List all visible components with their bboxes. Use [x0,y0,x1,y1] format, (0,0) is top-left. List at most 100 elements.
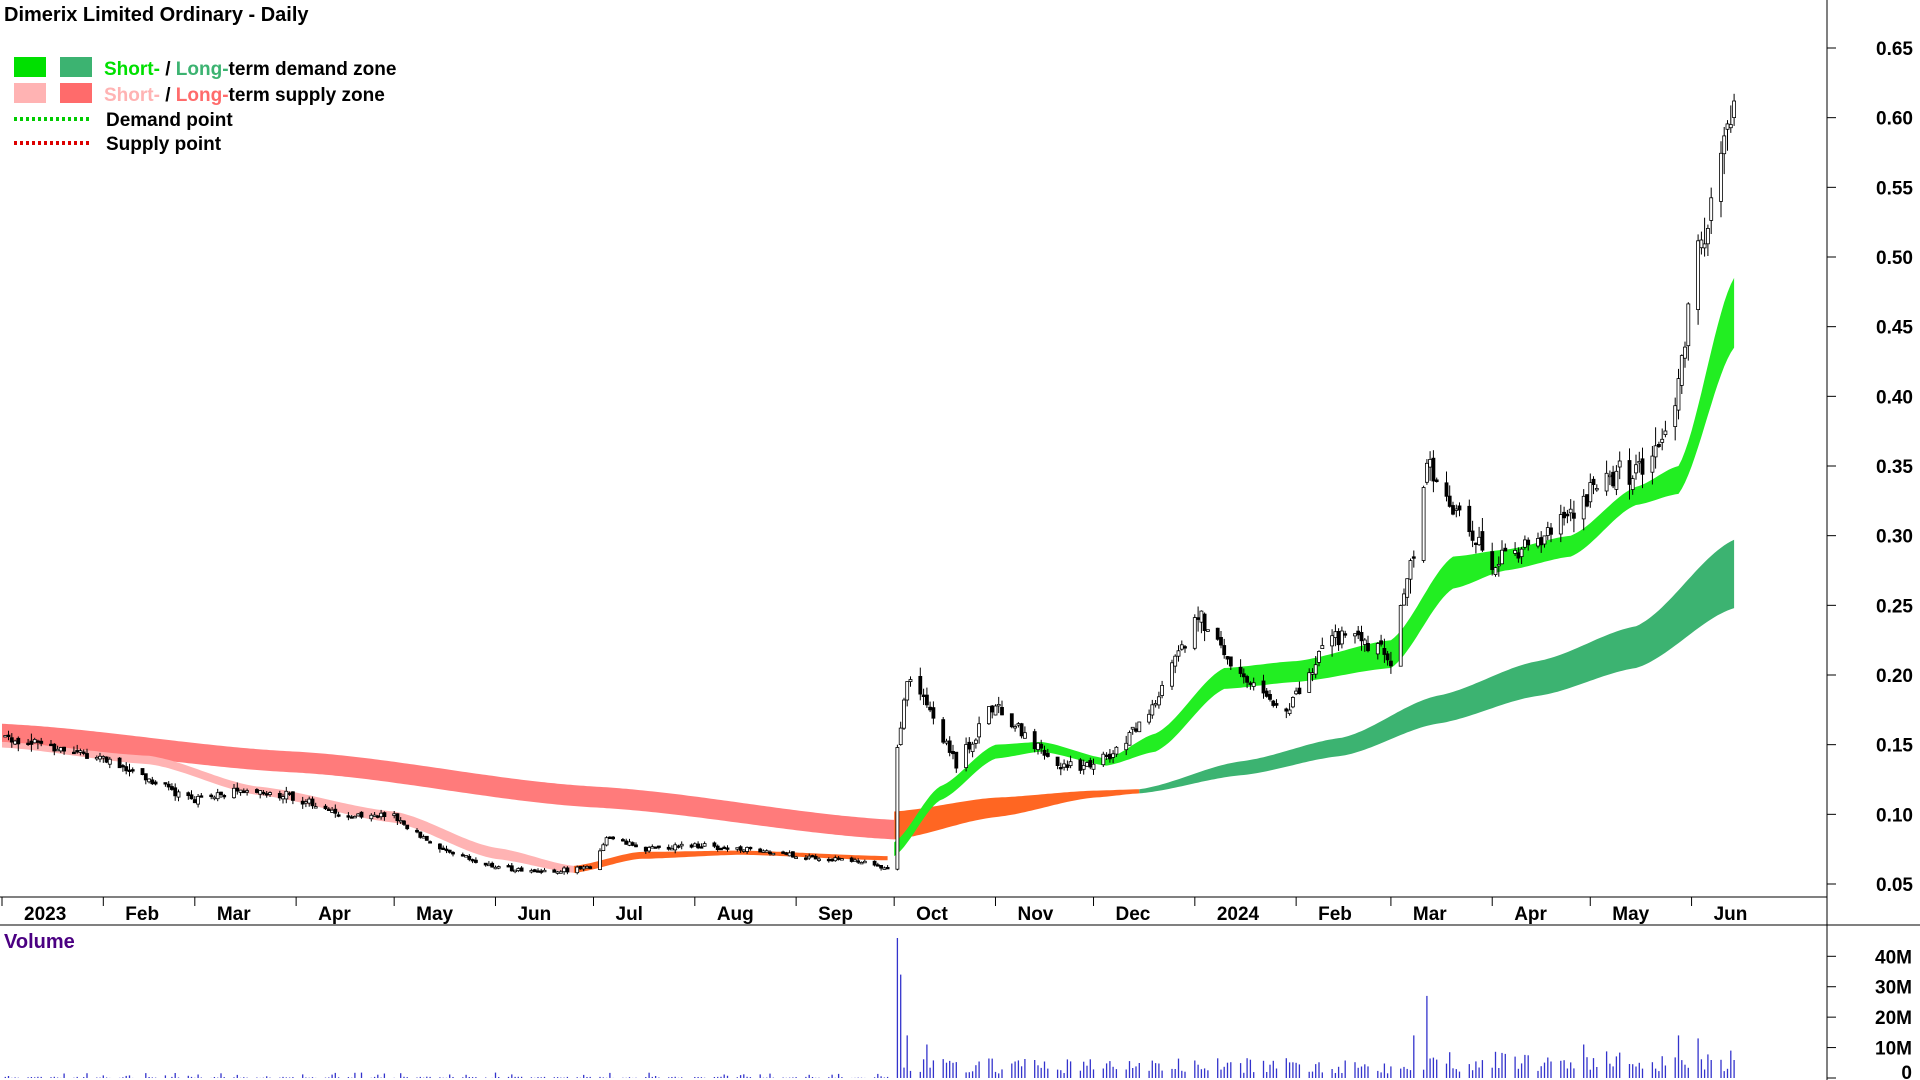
candle-body [163,782,168,785]
candle-body [245,790,250,793]
candle-body [352,816,357,819]
candle-body [464,855,469,858]
candle-body [813,856,818,860]
chart-title: Dimerix Limited Ordinary - Daily [4,4,309,26]
candle-body [1526,539,1531,546]
candle-body [127,769,132,772]
candle-body [748,846,753,850]
candle-body [516,868,521,871]
zone-band-short-term-supply-zone [2,741,574,873]
legend-item-demand-point: Demand point [106,110,233,131]
candle-body [1127,732,1132,746]
candle-body [1353,633,1357,637]
candle-body [885,867,890,870]
candle-body [921,694,926,698]
volume-tick-label: 40M [1875,947,1912,968]
candle-body [928,706,932,711]
x-tick-label: Feb [1318,904,1352,925]
y-tick-label: 0.65 [1876,39,1913,60]
candle-body [1228,656,1233,667]
candle-body [287,792,292,795]
candle-body [1722,135,1727,155]
candle-body [1470,530,1475,541]
candle-body [153,781,158,785]
candle-body [1683,346,1687,359]
candle-body [1238,666,1243,674]
candle-body [1428,458,1432,468]
candle-body [882,867,887,870]
candle-body [509,865,514,872]
candle-body [1382,648,1387,655]
candle-body [670,848,674,851]
candle-body [101,756,106,759]
candle-body [1317,651,1321,663]
candle-body [1660,438,1665,443]
candle-body [85,753,89,759]
candle-body [552,869,557,873]
candle-body [1709,197,1714,221]
candle-body [1183,646,1187,649]
candle-body [32,739,37,744]
candle-body [121,765,125,768]
candle-body [738,846,743,851]
candle-body [424,835,429,841]
candle-body [78,750,83,753]
candle-body [372,814,377,817]
candle-body [898,727,903,745]
candle-body [1408,560,1413,580]
candle-body [761,850,766,853]
x-tick-label: Dec [1116,904,1151,925]
x-tick-label: 2023 [24,904,66,925]
candle-body [1611,471,1615,487]
candle-body [1630,478,1635,490]
candle-body [1042,749,1047,756]
candle-body [1153,703,1158,706]
candle-body [1696,240,1700,311]
candle-body [369,814,374,820]
candle-body [1451,505,1455,515]
candle-body [1591,478,1596,485]
candle-body [264,793,269,796]
y-tick-label: 0.15 [1876,736,1913,757]
candle-body [1343,633,1348,636]
candle-body [977,723,981,738]
candle-body [1104,754,1109,757]
candle-body [219,791,223,795]
x-tick-label: Sep [818,904,853,925]
candle-body [1562,511,1566,519]
candle-body [941,719,946,743]
candle-body [1111,753,1115,758]
y-tick-label: 0.45 [1876,318,1913,339]
candle-body [1013,726,1017,729]
candle-body [562,867,566,873]
candle-body [1568,508,1573,514]
candle-body [692,843,697,847]
candle-body [947,740,952,753]
candle-body [209,794,214,797]
candle-body [1000,707,1004,716]
candle-body [1134,728,1138,732]
candle-body [725,847,730,850]
candle-body [58,747,63,752]
legend-demand-sep: / [160,59,176,80]
candle-body [1081,765,1086,770]
candle-body [147,778,152,783]
candle-body [506,865,511,868]
candle-body [581,866,586,870]
candle-body [258,790,263,795]
x-tick-label: Feb [125,904,159,925]
candle-body [1245,676,1249,683]
candle-body [830,858,834,862]
candle-body [1558,514,1563,535]
candle-body [862,860,867,864]
candle-body [1179,644,1184,650]
candle-body [1402,593,1406,606]
candle-body [222,795,227,798]
candle-body [1192,617,1197,649]
candle-body [1457,505,1462,511]
candle-body [872,860,877,866]
candle-body [1454,508,1459,511]
candle-body [1336,631,1341,646]
y-tick-label: 0.55 [1876,178,1913,199]
candle-body [1545,527,1550,536]
